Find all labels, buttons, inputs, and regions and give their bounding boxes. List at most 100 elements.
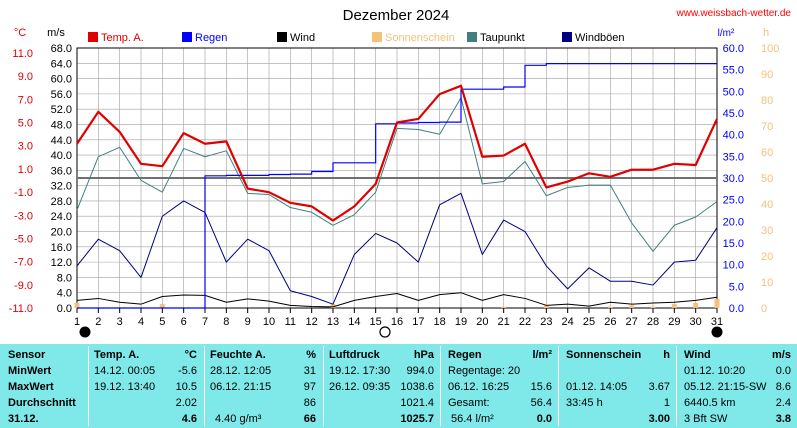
rain-total-label: Gesamt: <box>448 397 490 409</box>
legend-swatch-rain <box>182 32 192 42</box>
wind-avg: 2.4 <box>775 397 791 409</box>
wind-tick-label: 12.0 <box>51 257 72 269</box>
sunshine-bar <box>543 305 549 308</box>
wind-tick-label: 52.0 <box>51 104 72 116</box>
legend-label-rain: Regen <box>195 32 227 44</box>
sun-tick-label: 10 <box>761 277 773 289</box>
x-tick-label: 6 <box>181 316 187 328</box>
sun-total: 33:45 h <box>566 397 603 409</box>
stats-pressure: Luftdruck hPa 19.12. 17:30 994.0 26.12. 09… <box>324 344 440 428</box>
sun-total-days: 1 <box>663 397 670 409</box>
legend-label-gust: Windböen <box>575 32 625 44</box>
row-label-min: MinWert <box>8 365 52 377</box>
x-tick-label: 13 <box>327 316 339 328</box>
website-link[interactable]: www.weissbach-wetter.de <box>676 8 792 19</box>
x-tick-label: 7 <box>202 316 208 328</box>
axis-ticks: 68.0 64.0 60.0 56.0 52.0 48.0 44.0 40.0 36.0 32.0… <box>9 43 780 315</box>
x-tick-label: 24 <box>562 316 574 328</box>
temp-tick-label: 11.0 <box>12 48 33 60</box>
wind-tick-label: 24.0 <box>51 211 72 223</box>
rain-hourly: 56.4 l/m² <box>451 413 494 425</box>
wind-line <box>76 292 718 308</box>
legend: Temp. A. Regen Wind Sonnenschein Taupunk… <box>88 32 625 44</box>
x-axis: 1 2 3 4 5 6 7 8 9 10 11 12 13 14 15 16 17 18 19 20 21 22 23 24 2… <box>74 308 723 328</box>
wind-tick-label: 32.0 <box>51 181 72 193</box>
sun-max: 3.67 <box>648 381 670 393</box>
temp-tick-label: 5.0 <box>18 118 33 130</box>
legend-swatch-sun <box>372 32 382 42</box>
temp-tick-label: -11.0 <box>9 303 33 315</box>
wind-tick-label: 4.0 <box>57 288 72 300</box>
legend-item-gust: Windböen <box>562 32 625 44</box>
hum-max-time: 06.12. 21:15 <box>210 381 272 393</box>
wind-day: 3.8 <box>775 413 791 425</box>
new-moon-icon <box>711 326 723 338</box>
legend-swatch-wind <box>277 32 287 42</box>
wind-tick-label: 56.0 <box>51 89 72 101</box>
x-tick-label: 4 <box>138 316 144 328</box>
legend-label-temp: Temp. A. <box>101 32 144 44</box>
x-tick-label: 9 <box>245 316 251 328</box>
press-unit: hPa <box>413 349 434 361</box>
legend-swatch-dew <box>467 32 477 42</box>
hum-avg: 86 <box>303 397 316 409</box>
wind-tick-label: 0.0 <box>57 303 72 315</box>
new-moon-icon <box>79 326 91 338</box>
sunshine-bar <box>501 306 507 308</box>
x-tick-label: 16 <box>391 316 403 328</box>
temp-a-line <box>76 84 718 222</box>
x-tick-label: 5 <box>159 316 165 328</box>
sun-tick-label: 60 <box>761 147 773 159</box>
x-tick-label: 2 <box>95 316 101 328</box>
hum-min: 31 <box>303 365 316 377</box>
rain-day: 0.0 <box>536 413 552 425</box>
x-tick-label: 27 <box>626 316 638 328</box>
rain-tick-label: 40.0 <box>723 130 744 142</box>
x-tick-label: 18 <box>434 316 446 328</box>
legend-item-temp: Temp. A. <box>88 32 144 44</box>
temp-tick-label: -3.0 <box>14 210 33 222</box>
sun-tick-label: 80 <box>761 95 773 107</box>
x-tick-label: 21 <box>498 316 510 328</box>
rain-tick-label: 50.0 <box>723 86 744 98</box>
wind-max: 8.6 <box>775 381 791 393</box>
x-tick-label: 29 <box>668 316 680 328</box>
legend-label-wind: Wind <box>290 32 315 44</box>
temp-axis-unit: °C <box>14 27 26 39</box>
row-label-day: 31.12. <box>8 413 39 425</box>
press-day: 1025.7 <box>400 413 434 425</box>
temp-tick-label: -5.0 <box>14 233 33 245</box>
rain-tick-label: 55.0 <box>723 65 744 77</box>
sun-tick-label: 20 <box>761 251 773 263</box>
press-min-time: 19.12. 17:30 <box>329 365 391 377</box>
sun-tick-label: 0 <box>761 303 767 315</box>
sun-tick-label: 70 <box>761 121 773 133</box>
sensor-header: Sensor <box>8 349 46 361</box>
x-tick-label: 19 <box>455 316 467 328</box>
x-tick-label: 14 <box>348 316 360 328</box>
sunshine-bar <box>330 304 336 308</box>
rain-days: Regentage: 20 <box>448 365 521 377</box>
x-tick-label: 17 <box>412 316 424 328</box>
wind-tick-label: 48.0 <box>51 119 72 131</box>
legend-label-sun: Sonnenschein <box>385 32 455 44</box>
x-tick-label: 23 <box>540 316 552 328</box>
statistics-table: Sensor MinWert MaxWert Durchschnitt 31.1… <box>0 344 797 428</box>
rain-total: 56.4 <box>530 397 552 409</box>
hum-header: Feuchte A. <box>210 349 266 361</box>
rain-tick-label: 35.0 <box>723 151 744 163</box>
x-tick-label: 10 <box>263 316 275 328</box>
wind-min-time: 01.12. 10:20 <box>684 365 746 377</box>
legend-label-dew: Taupunkt <box>480 32 525 44</box>
wind-tick-label: 68.0 <box>51 43 72 55</box>
press-header: Luftdruck <box>329 349 380 361</box>
legend-swatch-temp <box>88 32 98 42</box>
rain-max: 15.6 <box>530 381 552 393</box>
taupunkt-line <box>76 97 718 252</box>
wind-axis-unit: m/s <box>47 27 65 39</box>
x-tick-label: 30 <box>690 316 702 328</box>
rain-tick-label: 45.0 <box>723 108 744 120</box>
x-tick-label: 28 <box>647 316 659 328</box>
temp-min-time: 14.12. 00:05 <box>94 365 156 377</box>
sun-unit: h <box>663 349 670 361</box>
